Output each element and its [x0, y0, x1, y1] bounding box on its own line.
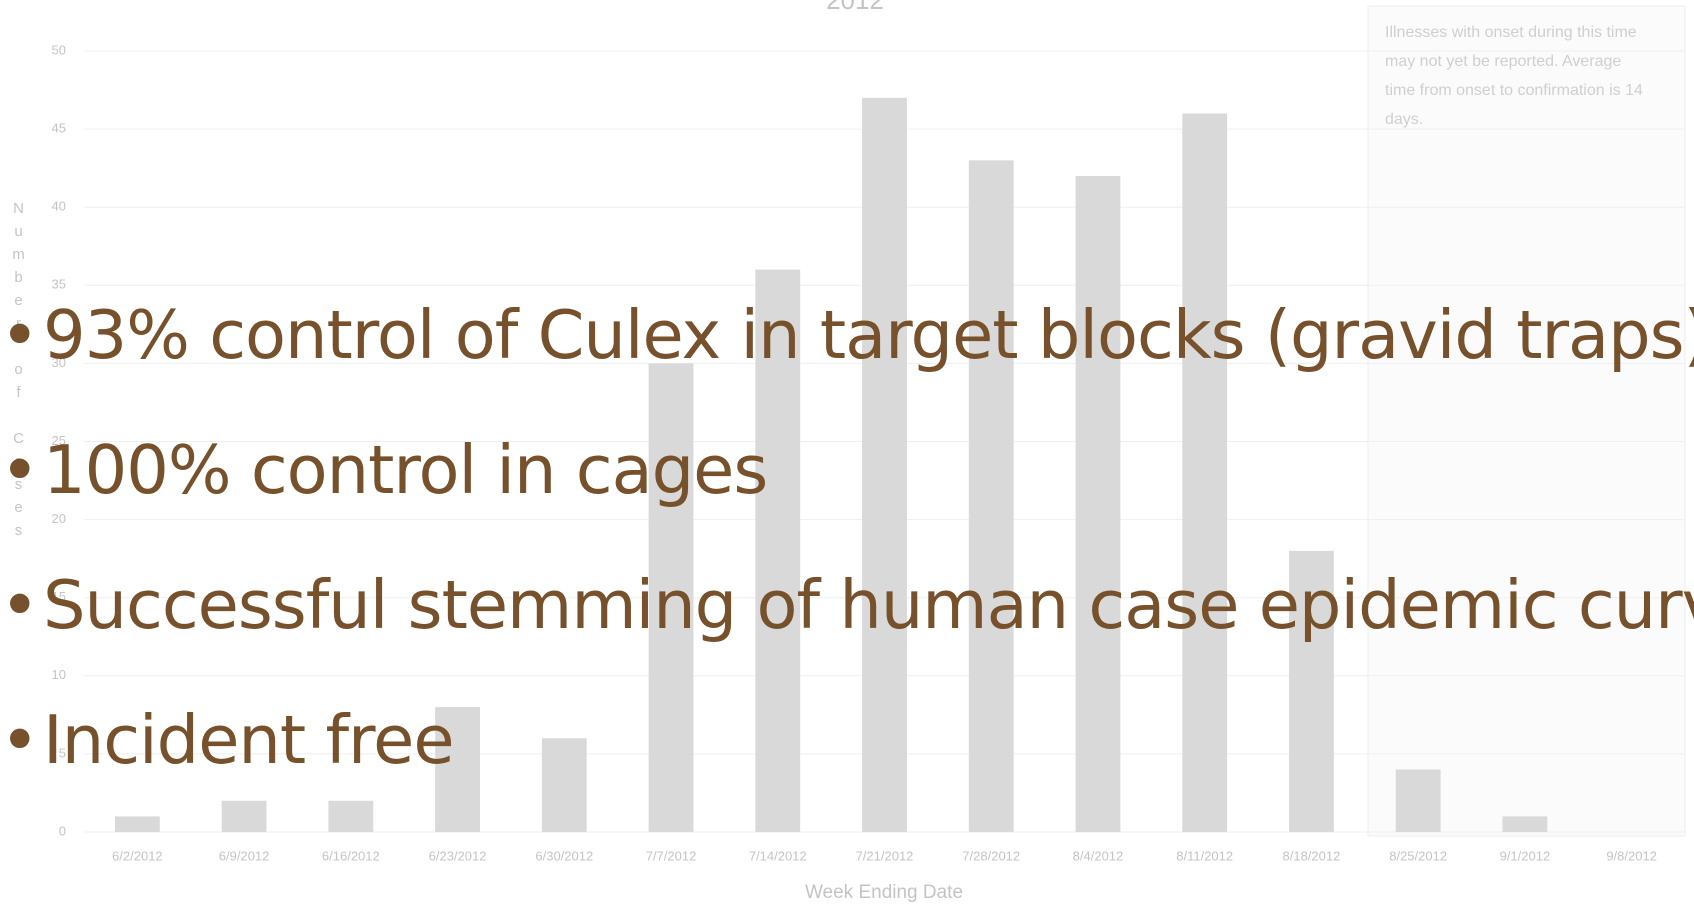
chart-title: 2012: [826, 0, 884, 15]
bar: [1502, 816, 1548, 832]
annotation: Illnesses with onset during this time ma…: [1385, 24, 1643, 128]
y-tick-label: 35: [52, 277, 66, 292]
x-tick-label: 7/7/2012: [646, 848, 697, 863]
y-tick-label: 45: [52, 121, 66, 136]
bar: [541, 738, 587, 832]
y-tick-label: 20: [52, 511, 66, 526]
bar: [1182, 113, 1228, 833]
x-tick-label: 9/8/2012: [1606, 848, 1657, 863]
x-tick-label: 8/4/2012: [1073, 848, 1124, 863]
bar: [221, 800, 267, 832]
x-tick-label: 8/25/2012: [1389, 848, 1447, 863]
x-tick-label: 6/23/2012: [429, 848, 487, 863]
bullet-item: 93% control of Culex in target blocks (g…: [0, 302, 1694, 369]
bullet-item: Incident free: [0, 707, 455, 774]
x-tick-label: 6/30/2012: [535, 848, 593, 863]
y-tick-label: 40: [52, 199, 66, 214]
x-tick-label: 7/28/2012: [962, 848, 1020, 863]
y-tick-label: 10: [52, 667, 66, 682]
x-tick-label: 7/21/2012: [856, 848, 914, 863]
bar: [1395, 769, 1441, 832]
bar: [862, 97, 907, 833]
annotation-box: [1367, 5, 1686, 837]
x-tick-label: 6/16/2012: [322, 848, 380, 863]
x-tick-label: 8/18/2012: [1283, 848, 1341, 863]
y-tick-label: 50: [52, 42, 66, 57]
x-axis-label: Week Ending Date: [805, 882, 963, 903]
x-tick-label: 8/11/2012: [1176, 848, 1233, 863]
x-tick-label: 6/9/2012: [219, 848, 270, 863]
bullet-item: Successful stemming of human case epidem…: [0, 572, 1694, 639]
x-tick-label: 9/1/2012: [1500, 848, 1551, 863]
x-tick-label: 6/2/2012: [112, 848, 163, 863]
x-tick-label: 7/14/2012: [749, 848, 807, 863]
bar: [328, 800, 374, 832]
bar: [1075, 175, 1121, 832]
y-tick-label: 0: [59, 823, 66, 838]
bar: [114, 816, 160, 832]
bar: [968, 160, 1014, 833]
bullet-item: 100% control in cages: [0, 437, 768, 504]
